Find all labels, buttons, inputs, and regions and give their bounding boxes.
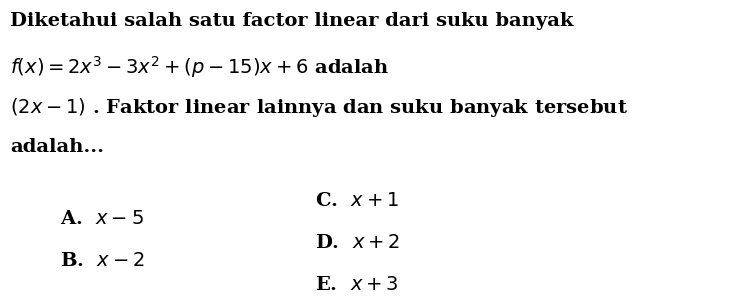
Text: $f(x) = 2x^3 - 3x^2 + (p - 15)x + 6$ adalah: $f(x) = 2x^3 - 3x^2 + (p - 15)x + 6$ ada…	[10, 54, 389, 80]
Text: B.  $x - 2$: B. $x - 2$	[60, 252, 145, 270]
Text: adalah...: adalah...	[10, 138, 104, 156]
Text: D.  $x + 2$: D. $x + 2$	[315, 234, 400, 252]
Text: C.  $x + 1$: C. $x + 1$	[315, 192, 399, 210]
Text: E.  $x + 3$: E. $x + 3$	[315, 276, 398, 294]
Text: $(2x - 1)$ . Faktor linear lainnya dan suku banyak tersebut: $(2x - 1)$ . Faktor linear lainnya dan s…	[10, 96, 628, 119]
Text: A.  $x - 5$: A. $x - 5$	[60, 210, 144, 228]
Text: Diketahui salah satu factor linear dari suku banyak: Diketahui salah satu factor linear dari …	[10, 12, 573, 30]
